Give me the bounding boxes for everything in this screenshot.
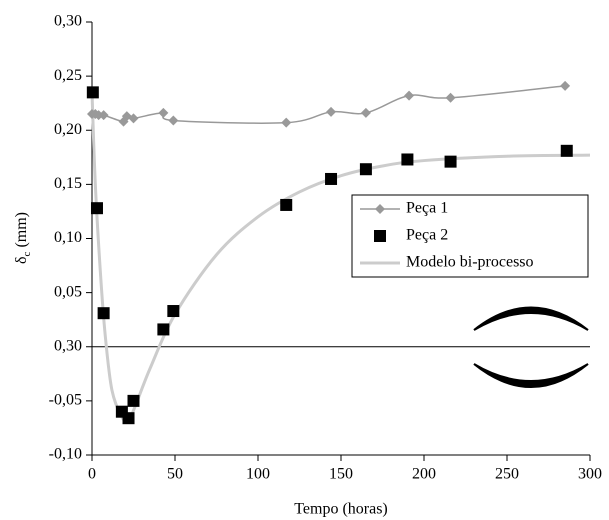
- square-marker: [560, 144, 573, 157]
- square-marker: [122, 412, 135, 425]
- legend-label: Peça 2: [406, 227, 448, 244]
- series-line: [91, 85, 566, 124]
- x-axis-title: Tempo (horas): [294, 501, 388, 518]
- y-subscript: c: [21, 251, 33, 256]
- x-tick-label: 300: [578, 466, 602, 483]
- square-marker: [374, 230, 386, 242]
- square-marker: [86, 86, 99, 99]
- square-marker: [325, 172, 338, 185]
- square-marker: [97, 307, 110, 320]
- square-marker: [127, 394, 140, 407]
- y-tick-label: 0,10: [54, 229, 82, 246]
- y-tick-label: 0,30: [54, 337, 82, 354]
- diamond-marker: [445, 92, 456, 103]
- diamond-marker: [360, 107, 371, 118]
- square-marker: [401, 153, 414, 166]
- legend-label: Modelo bi-processo: [406, 254, 534, 271]
- square-marker: [167, 305, 180, 318]
- diamond-marker: [560, 80, 571, 91]
- diamond-marker: [98, 110, 109, 121]
- x-tick-label: 0: [88, 466, 96, 483]
- diamond-marker: [158, 107, 169, 118]
- legend-label: Peça 1: [406, 200, 448, 217]
- diamond-marker: [375, 204, 385, 214]
- y-symbol: δ: [13, 256, 30, 264]
- y-tick-label: 0,25: [54, 67, 82, 84]
- y-tick-label: 0,20: [54, 121, 82, 138]
- square-marker: [359, 163, 372, 176]
- x-tick-label: 150: [329, 466, 353, 483]
- square-marker: [157, 323, 170, 336]
- y-axis-title: δc (mm): [13, 212, 33, 264]
- y-unit: (mm): [13, 212, 30, 248]
- x-tick-label: 250: [495, 466, 519, 483]
- x-tick-label: 50: [167, 466, 183, 483]
- diamond-marker: [128, 113, 139, 124]
- x-tick-label: 200: [412, 466, 436, 483]
- diamond-marker: [404, 90, 415, 101]
- shape-icon: [473, 306, 589, 388]
- y-tick-label: -0,05: [49, 392, 82, 409]
- y-tick-label: 0,05: [54, 283, 82, 300]
- y-tick-label: 0,30: [54, 13, 82, 30]
- diamond-marker: [168, 115, 179, 126]
- x-tick-label: 100: [246, 466, 270, 483]
- square-marker: [90, 202, 103, 215]
- diamond-marker: [281, 117, 292, 128]
- y-tick-label: 0,15: [54, 175, 82, 192]
- square-marker: [444, 155, 457, 168]
- y-tick-label: -0,10: [49, 446, 82, 463]
- diamond-marker: [326, 106, 337, 117]
- square-marker: [280, 198, 293, 211]
